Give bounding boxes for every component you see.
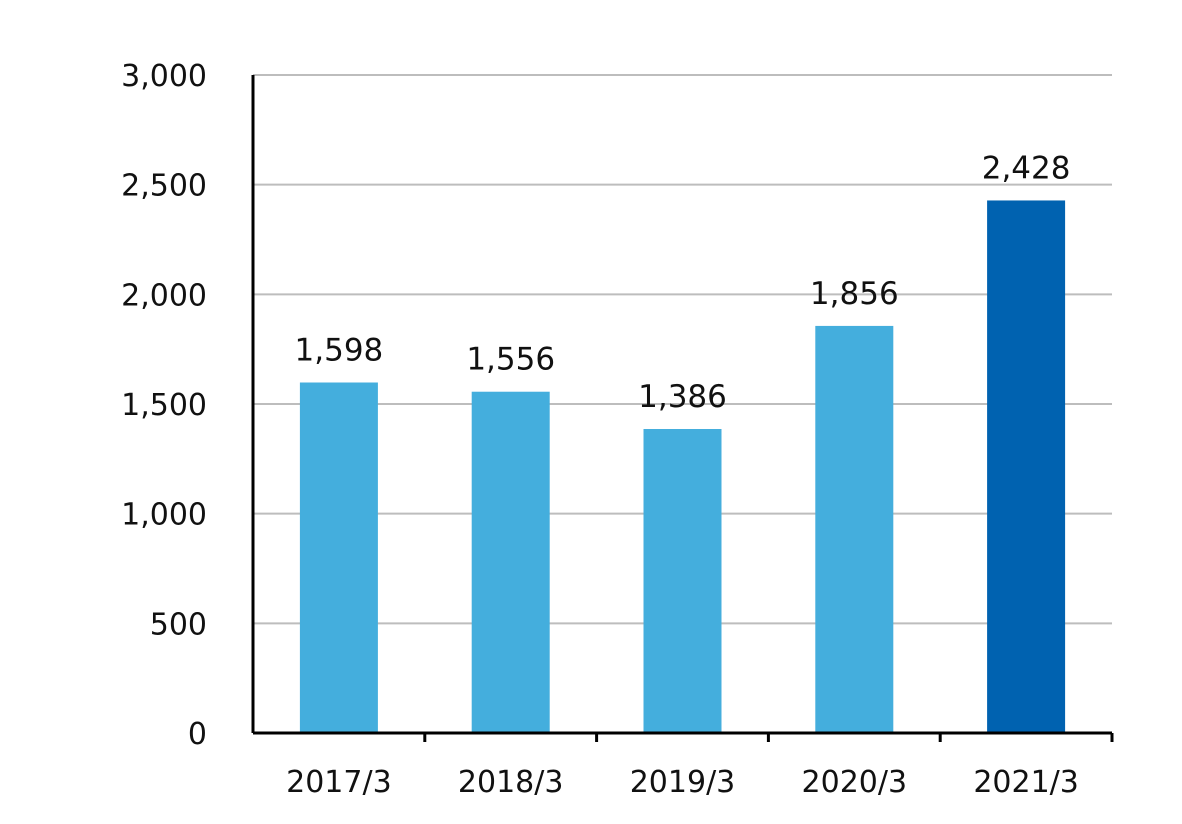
x-axis-categories: 2017/3 2018/3 2019/3 2020/3 2021/3 — [286, 765, 1079, 800]
y-tick-label: 2,000 — [121, 278, 207, 313]
data-label: 1,856 — [810, 276, 899, 312]
bar — [815, 325, 894, 733]
x-category-label: 2020/3 — [802, 765, 908, 800]
bars — [299, 200, 1066, 733]
y-axis-ticks: 0 500 1,000 1,500 2,000 2,500 3,000 — [121, 59, 207, 752]
x-category-label: 2019/3 — [630, 765, 736, 800]
data-label: 2,428 — [982, 150, 1071, 186]
bar — [471, 391, 550, 733]
y-tick-label: 1,000 — [121, 498, 207, 533]
data-label: 1,386 — [638, 379, 727, 415]
bar — [643, 429, 722, 733]
data-label: 1,598 — [295, 333, 384, 369]
grid-lines — [253, 74, 1112, 625]
y-tick-label: 0 — [188, 717, 207, 752]
data-label: 1,556 — [466, 342, 555, 378]
data-labels: 1,598 1,556 1,386 1,856 2,428 — [295, 150, 1071, 415]
y-tick-label: 2,500 — [121, 169, 207, 204]
y-tick-label: 1,500 — [121, 388, 207, 423]
axes — [251, 75, 1114, 742]
y-tick-label: 500 — [150, 607, 207, 642]
x-category-label: 2021/3 — [973, 765, 1079, 800]
bar — [987, 200, 1066, 733]
y-tick-label: 3,000 — [121, 59, 207, 94]
bar — [299, 382, 378, 733]
x-category-label: 2017/3 — [286, 765, 392, 800]
x-category-label: 2018/3 — [458, 765, 564, 800]
